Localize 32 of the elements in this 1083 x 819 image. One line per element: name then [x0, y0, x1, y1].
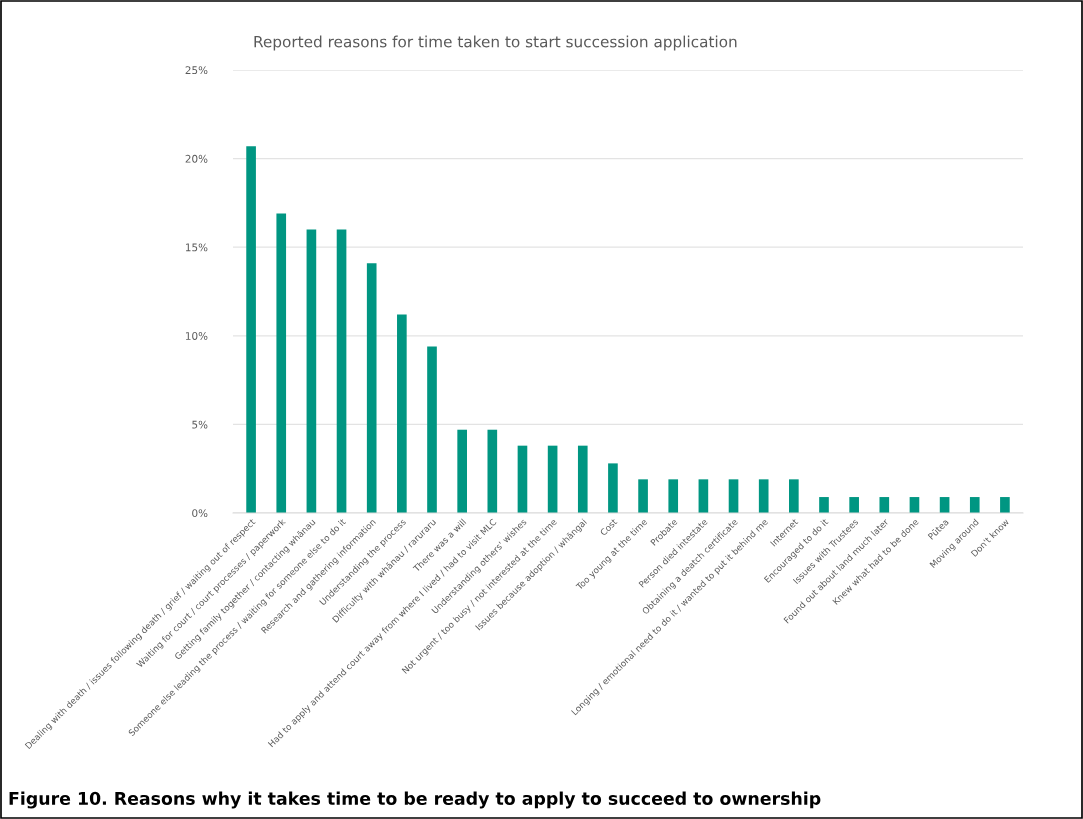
bar [336, 229, 347, 513]
y-tick-label: 10% [185, 332, 208, 340]
bar [819, 497, 829, 513]
y-tick-label: 15% [185, 243, 208, 252]
bar [849, 497, 859, 513]
bar [517, 445, 528, 513]
bar [577, 445, 588, 513]
bar [427, 346, 437, 513]
bar [789, 479, 799, 513]
y-tick-label: 0% [192, 509, 208, 518]
caption: Figure 10. Reasons why it takes time to be ready to apply to succeed to ownership [9, 791, 821, 809]
bar [728, 479, 739, 513]
bar [397, 314, 407, 513]
bar [638, 479, 648, 513]
bar [879, 497, 890, 513]
bar [547, 445, 558, 513]
bar [608, 463, 618, 513]
bar [366, 263, 377, 513]
bar [306, 229, 317, 513]
bar [1000, 497, 1010, 513]
bar [668, 479, 679, 513]
y-tick-label: 5% [192, 420, 208, 429]
bar [487, 429, 498, 513]
y-tick-label: 20% [185, 154, 208, 163]
bar [758, 479, 769, 513]
chart-title: Reported reasons for time taken to start succession application [254, 35, 737, 51]
bar [457, 429, 467, 513]
bar [969, 497, 980, 513]
bar [246, 146, 256, 513]
bar [698, 479, 709, 513]
bar [276, 213, 287, 513]
y-tick-label: 25% [185, 66, 208, 75]
